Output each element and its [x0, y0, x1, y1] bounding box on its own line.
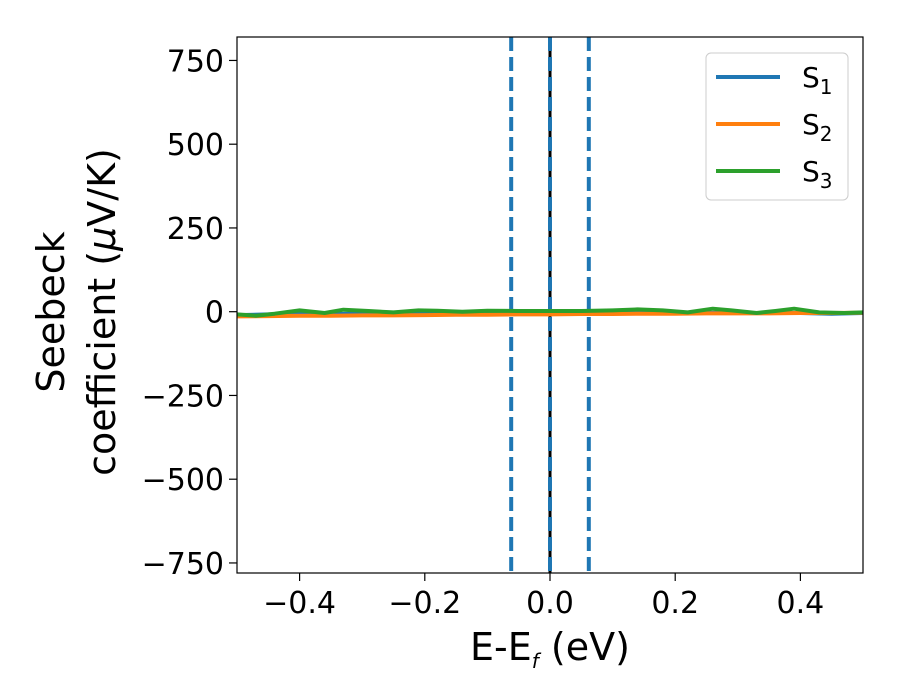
legend-box [705, 52, 849, 201]
y-tick-label-4: −250 [142, 379, 224, 414]
y-axis-label-prefix: coefficient ( [80, 251, 124, 476]
x-axis-label: E-Ef (eV) [470, 625, 630, 673]
legend: S1 S2 S3 [705, 52, 849, 201]
x-axis-label-main: E-E [470, 625, 532, 669]
legend-label-2: S2 [802, 108, 833, 146]
y-axis: 750 500 250 0 −250 −500 −750 [142, 44, 237, 582]
series-line-3 [237, 306, 863, 318]
x-axis: −0.4 −0.2 0.0 0.2 0.4 [263, 573, 824, 621]
x-axis-label-unit: (eV) [551, 625, 630, 669]
legend-label-3: S3 [802, 155, 833, 193]
y-tick-label-2: 250 [167, 212, 224, 247]
y-tick-label-0: 750 [167, 44, 224, 79]
reference-lines [509, 37, 591, 573]
x-tick-label-1: −0.2 [388, 586, 461, 621]
legend-label-1: S1 [802, 61, 833, 99]
y-tick-label-6: −750 [142, 547, 224, 582]
series-lines [237, 306, 863, 319]
y-tick-label-1: 500 [167, 128, 224, 163]
x-axis-label-sub: f [532, 649, 542, 673]
x-tick-label-3: 0.2 [651, 586, 699, 621]
y-axis-label-suffix: V/K) [80, 148, 124, 227]
x-tick-label-4: 0.4 [777, 586, 825, 621]
x-tick-label-2: 0.0 [526, 586, 574, 621]
x-tick-label-0: −0.4 [263, 586, 336, 621]
y-axis-label-mu: μ [80, 227, 124, 252]
y-tick-label-3: 0 [205, 296, 224, 331]
y-axis-label-line1: Seebeck [29, 231, 73, 392]
y-tick-label-5: −500 [142, 463, 224, 498]
y-axis-label-line2: coefficient (μV/K) [80, 148, 124, 476]
